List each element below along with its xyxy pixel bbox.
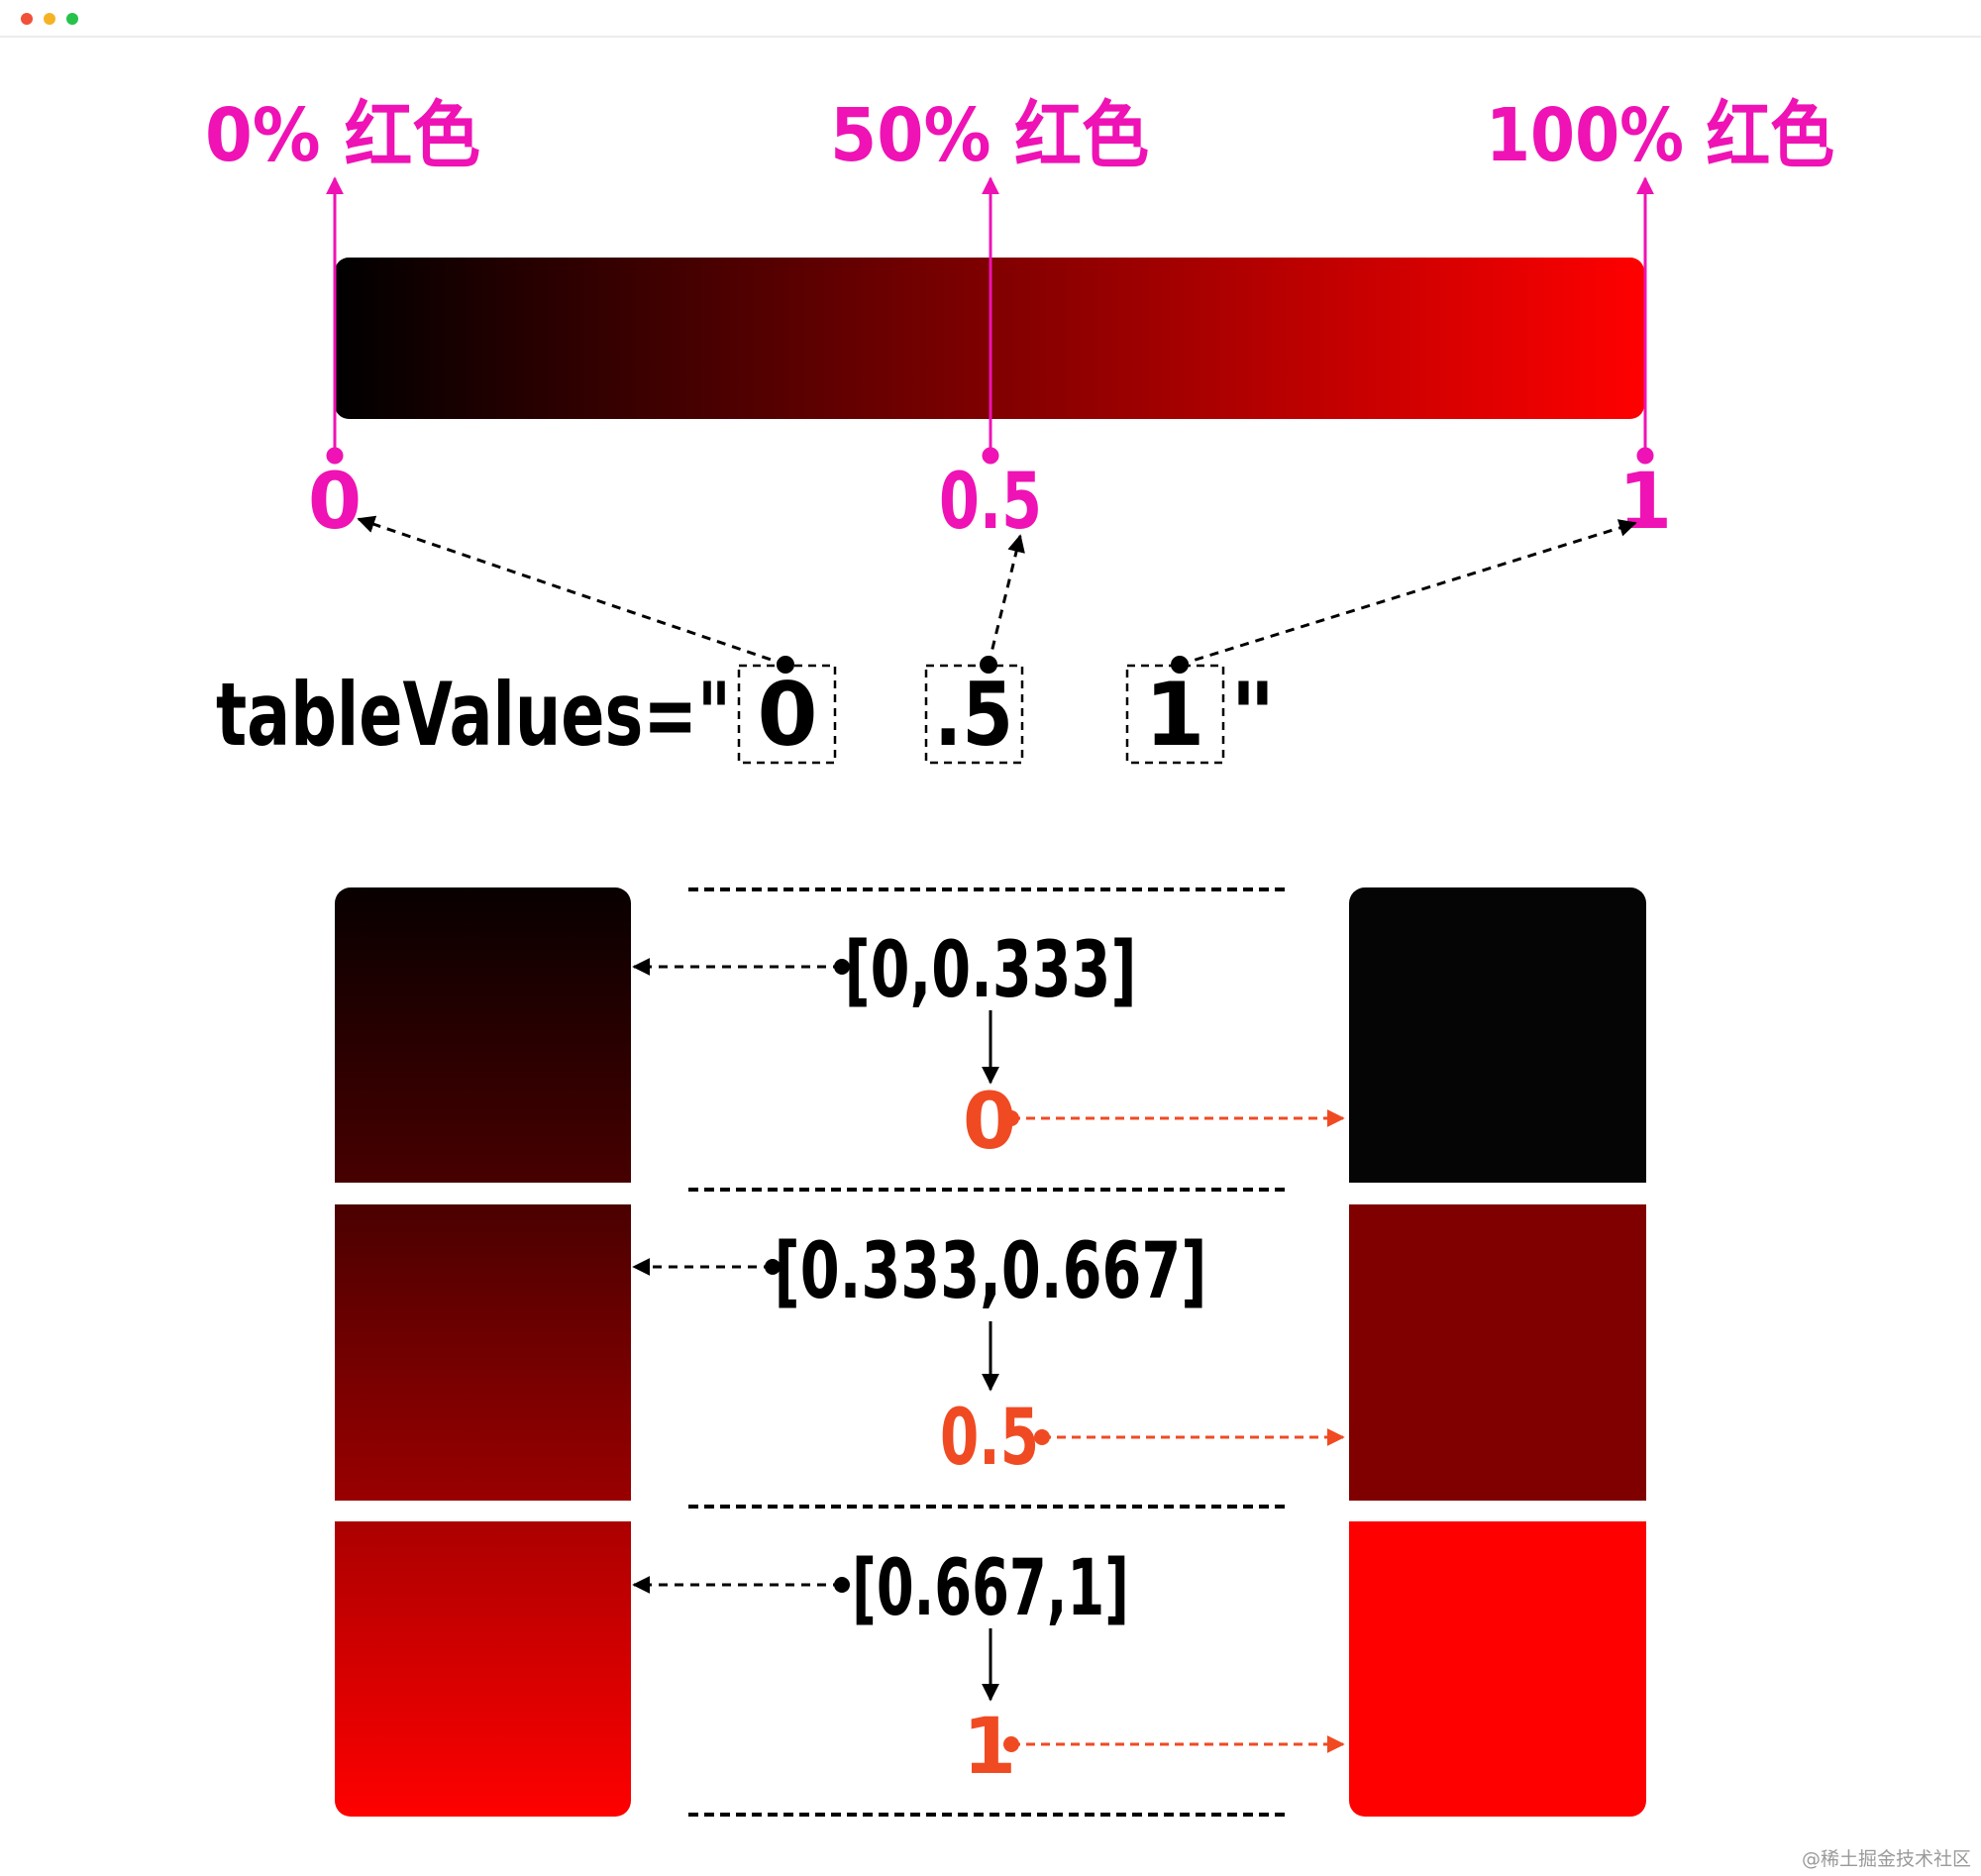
- maximize-dot-icon[interactable]: [66, 13, 78, 25]
- top-label-0: 0% 红色: [205, 93, 480, 178]
- mapping-row-2: [0.667,1] 1: [335, 1521, 1646, 1817]
- interval-label: [0,0.333]: [845, 926, 1137, 1015]
- table-values-suffix: ": [1230, 664, 1276, 766]
- separators: [688, 887, 1291, 1817]
- stop-label-0-5: 0.5: [939, 458, 1042, 547]
- table-values-section: tableValues=" 0 .5 1 ": [216, 515, 1637, 766]
- input-swatch: [335, 1204, 631, 1501]
- stop-guides: [326, 176, 1654, 465]
- minimize-dot-icon[interactable]: [44, 13, 55, 25]
- output-swatch: [1349, 1204, 1646, 1501]
- top-label-100: 100% 红色: [1486, 93, 1834, 178]
- pointer-1: [1179, 519, 1637, 667]
- gradient-bar-section: 0% 红色 50% 红色 100% 红色 0 0.5 1: [205, 93, 1834, 547]
- close-dot-icon[interactable]: [21, 13, 33, 25]
- table-value-2: 1: [1144, 664, 1204, 766]
- input-swatch: [335, 887, 631, 1183]
- table-value-0: 0: [757, 664, 817, 766]
- watermark: @稀土掘金技术社区: [1802, 1848, 1971, 1870]
- input-swatch: [335, 1521, 631, 1817]
- mapping-section: [0,0.333] 0 [0.333,0.667] 0.5 [0.667,1]: [335, 887, 1646, 1817]
- interval-label: [0.667,1]: [852, 1544, 1129, 1633]
- output-swatch: [1349, 1521, 1646, 1817]
- table-value-1: .5: [934, 664, 1013, 766]
- value-box-1: [924, 664, 1024, 765]
- pointer-0: [357, 515, 786, 667]
- window-controls: [21, 13, 78, 25]
- mapping-row-0: [0,0.333] 0: [335, 887, 1646, 1183]
- mapping-row-1: [0.333,0.667] 0.5: [335, 1204, 1646, 1501]
- stop-label-0: 0: [308, 458, 362, 547]
- interval-label: [0.333,0.667]: [775, 1227, 1207, 1316]
- stop-label-1: 1: [1618, 458, 1672, 547]
- result-value: 0.5: [940, 1394, 1039, 1483]
- pointer-0-5: [987, 534, 1025, 666]
- value-pointers: [357, 515, 1637, 667]
- table-values-prefix: tableValues=": [216, 664, 731, 766]
- top-label-50: 50% 红色: [830, 93, 1149, 178]
- output-swatch: [1349, 887, 1646, 1183]
- pointer-origins: [777, 656, 1189, 674]
